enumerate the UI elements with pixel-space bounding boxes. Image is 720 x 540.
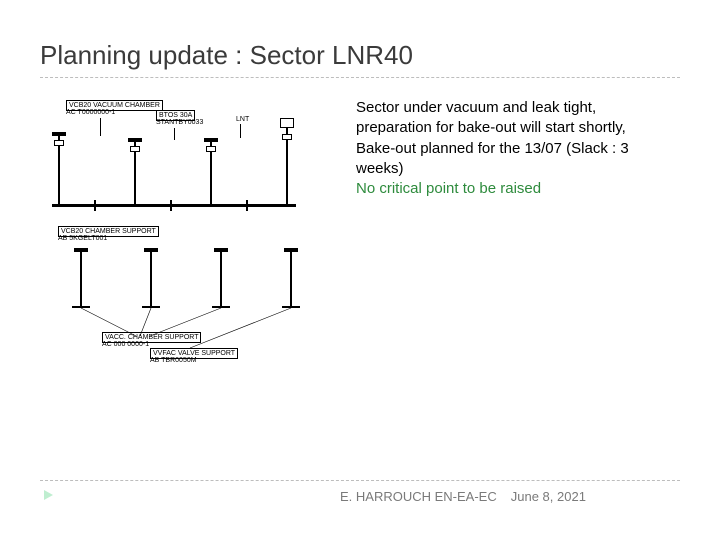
flange: [74, 248, 88, 252]
base: [212, 306, 230, 308]
diagram-label: AC T0000000-1: [66, 109, 115, 116]
footer-date: June 8, 2021: [511, 489, 586, 504]
flange: [214, 248, 228, 252]
flange: [204, 138, 218, 142]
valve-icon: [130, 146, 140, 152]
valve-icon: [282, 134, 292, 140]
body-line: Sector under vacuum and leak tight,: [356, 99, 596, 116]
engineering-diagram: VCB20 VACUUM CHAMBER AC T0000000-1 BTOS …: [40, 96, 340, 356]
diagram-label: STANTBY0033: [156, 119, 203, 126]
status-text: Sector under vacuum and leak tight, prep…: [356, 96, 680, 356]
support-leg: [220, 252, 222, 306]
title-rule: [40, 77, 680, 78]
status-line: No critical point to be raised: [356, 180, 541, 197]
diagram-label: AC 000 0000-1: [102, 341, 149, 348]
body-line: preparation for bake-out will start shor…: [356, 119, 626, 136]
flange: [94, 200, 96, 211]
flange: [52, 132, 66, 136]
flange: [284, 248, 298, 252]
content-row: VCB20 VACUUM CHAMBER AC T0000000-1 BTOS …: [40, 96, 680, 356]
flange: [128, 138, 142, 142]
page-title: Planning update : Sector LNR40: [40, 40, 680, 71]
valve-icon: [206, 146, 216, 152]
footer-rule: [40, 480, 680, 481]
body-line: Bake-out planned for the 13/07 (Slack : …: [356, 140, 629, 177]
diagram-label: AB 5KGELT001: [58, 235, 107, 242]
support-leg: [150, 252, 152, 306]
leader-line: [240, 124, 241, 138]
diagram-label: LNT: [236, 116, 249, 123]
base: [282, 306, 300, 308]
flange: [144, 248, 158, 252]
support-leg: [80, 252, 82, 306]
main-chamber: [52, 204, 296, 207]
footer: E. HARROUCH EN-EA-EC June 8, 2021: [40, 480, 680, 504]
leader-line: [174, 128, 175, 140]
slide: Planning update : Sector LNR40 VCB20 VAC…: [0, 0, 720, 540]
valve-icon: [54, 140, 64, 146]
footer-row: E. HARROUCH EN-EA-EC June 8, 2021: [40, 489, 680, 504]
leader-line: [100, 118, 101, 136]
base: [142, 306, 160, 308]
diagram-label: AB TBR0050M: [150, 357, 197, 364]
flange: [170, 200, 172, 211]
support-leg: [290, 252, 292, 306]
device-icon: [280, 118, 294, 128]
footer-author: E. HARROUCH EN-EA-EC: [340, 489, 497, 504]
base: [72, 306, 90, 308]
flange: [246, 200, 248, 211]
